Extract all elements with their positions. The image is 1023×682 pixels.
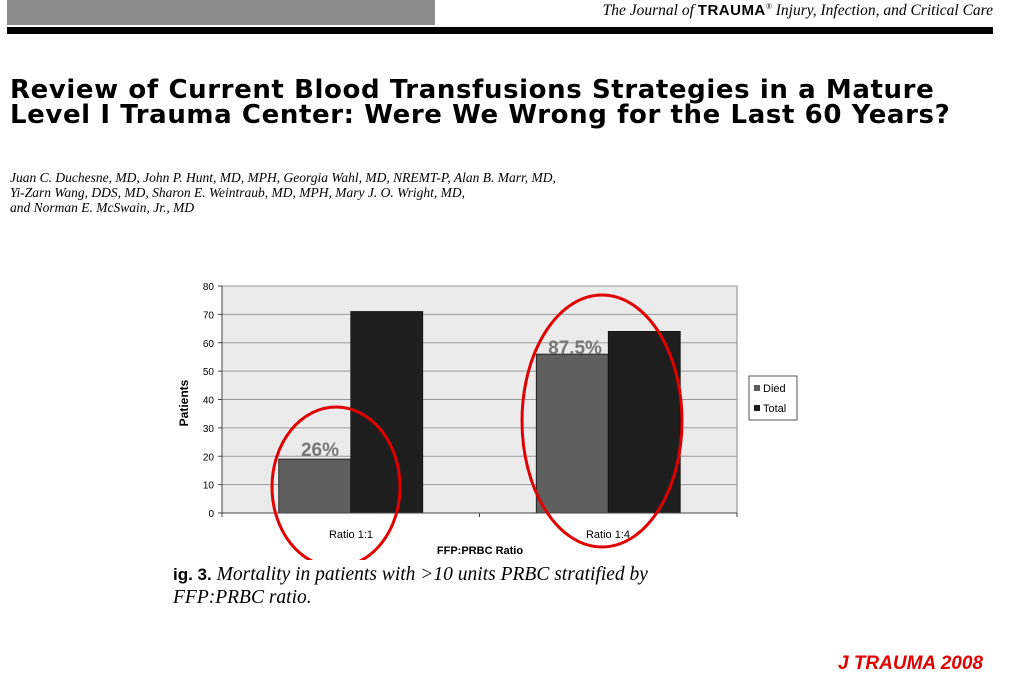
y-tick-label: 30 [203, 424, 215, 435]
legend-swatch-died [754, 385, 760, 391]
author-line: and Norman E. McSwain, Jr., MD [10, 200, 970, 215]
author-line: Yi-Zarn Wang, DDS, MD, Sharon E. Weintra… [10, 185, 970, 200]
x-axis-title: FFP:PRBC Ratio [437, 545, 523, 557]
journal-prefix: The Journal of [603, 2, 698, 19]
header-gray-bar [7, 0, 435, 25]
legend-label-total: Total [763, 403, 786, 415]
figure-caption: ig. 3. Mortality in patients with >10 un… [173, 563, 813, 609]
y-tick-label: 40 [203, 396, 215, 407]
article-title: Review of Current Blood Transfusions Str… [10, 78, 1000, 128]
bar-died-2 [536, 354, 608, 513]
header-rule [7, 27, 993, 34]
y-tick-label: 70 [203, 310, 215, 321]
journal-header: The Journal of TRAUMA® Injury, Infection… [603, 2, 993, 20]
y-tick-label: 60 [203, 339, 215, 350]
y-tick-label: 20 [203, 452, 215, 463]
legend-label-died: Died [763, 383, 786, 395]
x-category-label: Ratio 1:4 [586, 529, 630, 541]
journal-suffix: Injury, Infection, and Critical Care [772, 2, 993, 19]
data-label-ratio-1-4: 87.5% [548, 338, 602, 359]
x-tick-marks [222, 513, 737, 517]
author-list: Juan C. Duchesne, MD, John P. Hunt, MD, … [10, 170, 970, 215]
bar-died-1 [279, 459, 351, 513]
caption-line-2: FFP:PRBC ratio. [173, 586, 813, 609]
data-label-ratio-1-1: 26% [301, 440, 339, 461]
y-axis-title: Patients [177, 379, 191, 426]
caption-line-1: ig. 3. Mortality in patients with >10 un… [173, 563, 813, 586]
x-category-label: Ratio 1:1 [329, 529, 373, 541]
journal-brand: TRAUMA [698, 2, 766, 19]
legend-swatch-total [754, 405, 760, 411]
legend: Died Total [749, 376, 797, 420]
y-tick-label: 80 [203, 282, 215, 293]
y-tick-label: 50 [203, 367, 215, 378]
y-tick-label: 0 [208, 509, 214, 520]
figure-label: ig. 3. [173, 565, 212, 584]
figure-chart: 0 10 20 30 40 50 60 70 80 Ratio 1:1 Ratio 1:4 FF… [170, 275, 810, 560]
y-tick-label: 10 [203, 481, 215, 492]
y-tick-labels: 0 10 20 30 40 50 60 70 80 [203, 282, 215, 520]
citation-footer: J TRAUMA 2008 [838, 653, 983, 675]
caption-text: Mortality in patients with >10 units PRB… [217, 564, 648, 585]
author-line: Juan C. Duchesne, MD, John P. Hunt, MD, … [10, 170, 970, 185]
